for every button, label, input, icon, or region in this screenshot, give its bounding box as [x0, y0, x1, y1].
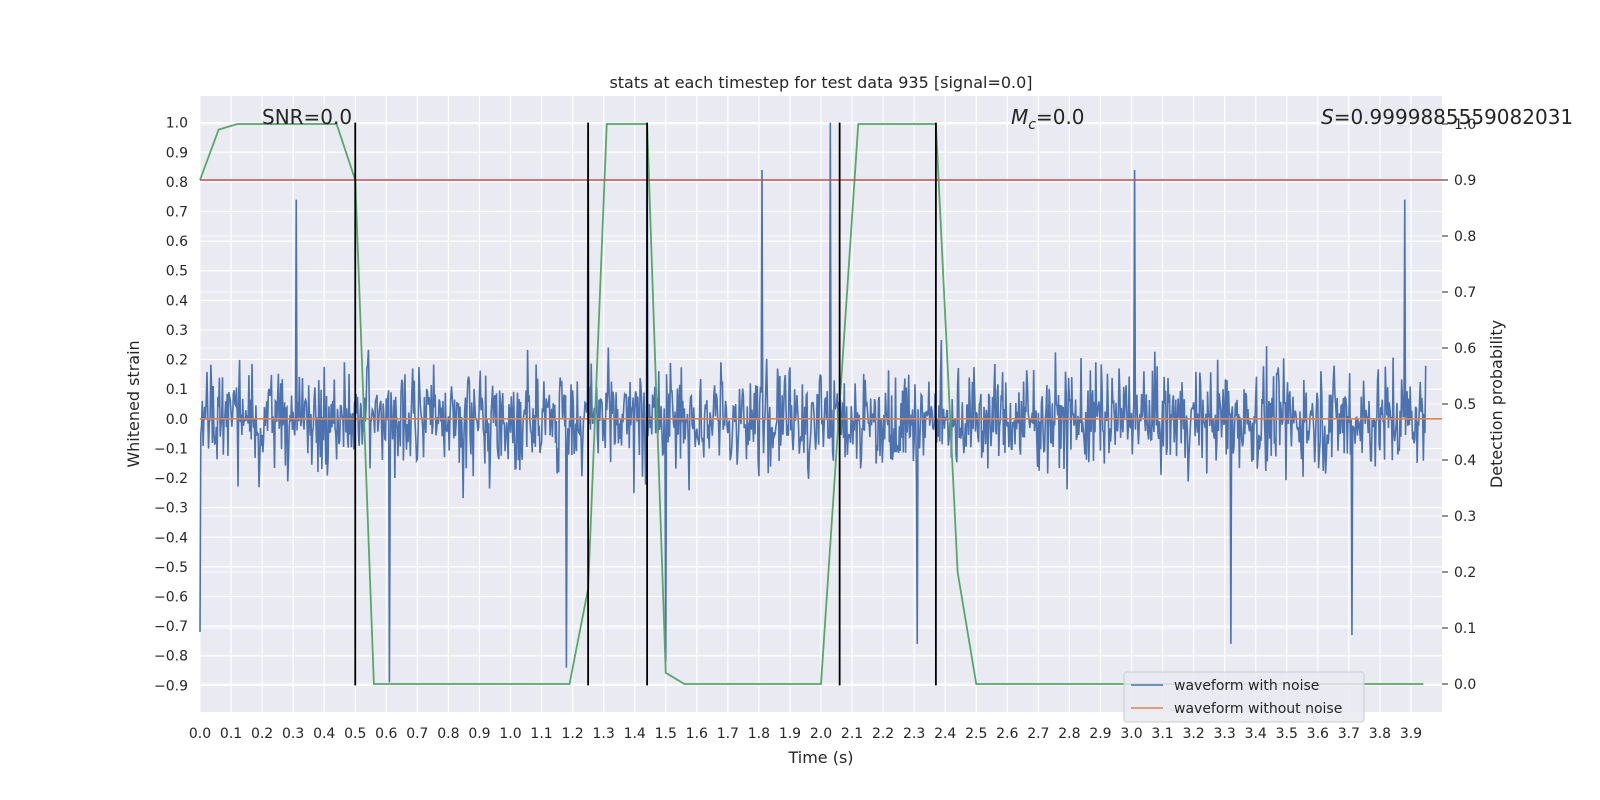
x-tick-label: 0.8 [437, 726, 459, 742]
mc-annotation: Mc=0.0 [1011, 105, 1085, 133]
x-tick-label: 1.4 [624, 726, 646, 742]
y-axis-label: Whitened strain [124, 340, 143, 467]
x-tick-label: 0.9 [468, 726, 490, 742]
x-tick-label: 1.7 [717, 726, 739, 742]
y-tick-label: −0.3 [154, 501, 188, 517]
y-tick-label: 0.0 [166, 412, 188, 428]
x-tick-label: 3.8 [1369, 726, 1391, 742]
y-tick-label: 1.0 [166, 116, 188, 132]
x-tick-label: 2.8 [1058, 726, 1080, 742]
y2-axis-label: Detection probability [1487, 320, 1506, 488]
y2-tick-label: 0.8 [1454, 229, 1476, 245]
x-tick-label: 3.6 [1307, 726, 1329, 742]
y2-tick-label: 0.6 [1454, 341, 1476, 357]
x-tick-label: 0.4 [313, 726, 335, 742]
mc-symbol: M [1011, 105, 1028, 129]
mc-value: =0.0 [1036, 105, 1085, 129]
x-tick-label: 1.0 [499, 726, 521, 742]
y-tick-label: 0.7 [166, 205, 188, 221]
y-tick-label: −0.2 [154, 471, 188, 487]
y-tick-label: −0.4 [154, 530, 188, 546]
x-tick-label: 3.4 [1245, 726, 1267, 742]
legend-label-noise: waveform with noise [1174, 678, 1319, 694]
snr-annotation: SNR=0.0 [262, 105, 352, 129]
y-tick-label: −0.8 [154, 649, 188, 665]
x-tick-label: 2.6 [996, 726, 1018, 742]
y-tick-label: −0.6 [154, 590, 188, 606]
x-tick-label: 1.9 [779, 726, 801, 742]
s-annotation: S=0.9999885559082031 [1321, 105, 1573, 129]
y2-tick-label: 0.4 [1454, 453, 1476, 469]
y-tick-label: 0.1 [166, 382, 188, 398]
x-tick-label: 0.5 [344, 726, 366, 742]
x-tick-label: 2.1 [841, 726, 863, 742]
line-series [199, 123, 1442, 685]
y2-tick-label: 0.1 [1454, 621, 1476, 637]
y-tick-labels: 1.0 0.9 0.8 0.7 0.6 0.5 0.4 0.3 0.2 0.1 0.0 −0.1 −0.… [154, 116, 188, 695]
x-tick-label: 0.3 [282, 726, 304, 742]
x-tick-label: 3.7 [1338, 726, 1360, 742]
vertical-markers [354, 122, 937, 686]
y-tick-label: −0.1 [154, 441, 188, 457]
s-symbol: S [1321, 105, 1334, 129]
legend: waveform with noise waveform without noi… [1123, 671, 1365, 723]
mc-subscript: c [1028, 117, 1036, 133]
x-tick-label: 1.1 [530, 726, 552, 742]
noise-series [199, 122, 1427, 683]
y2-tick-label: 0.0 [1454, 677, 1476, 693]
x-tick-label: 2.2 [872, 726, 894, 742]
y-tick-label: −0.5 [154, 560, 188, 576]
x-tick-label: 1.2 [561, 726, 583, 742]
x-tick-label: 2.9 [1089, 726, 1111, 742]
y2-tick-label: 0.3 [1454, 509, 1476, 525]
y-tick-label: 0.6 [166, 234, 188, 250]
y-tick-label: −0.9 [154, 678, 188, 694]
x-tick-labels: 0.0 0.1 0.2 0.3 0.4 0.5 0.6 0.7 0.8 0.9 1.0 1.1 1.2 1… [189, 726, 1422, 742]
legend-label-clean: waveform without noise [1174, 701, 1342, 717]
x-tick-label: 0.6 [375, 726, 397, 742]
x-tick-label: 2.0 [810, 726, 832, 742]
y2-tick-label: 1.0 [1454, 117, 1476, 133]
x-tick-label: 1.5 [655, 726, 677, 742]
x-tick-label: 2.7 [1027, 726, 1049, 742]
y-tick-label: 0.5 [166, 264, 188, 280]
s-value: =0.9999885559082031 [1334, 105, 1573, 129]
x-tick-label: 0.1 [220, 726, 242, 742]
y2-tick-label: 0.5 [1454, 397, 1476, 413]
x-tick-label: 3.5 [1276, 726, 1298, 742]
x-tick-label: 3.0 [1120, 726, 1142, 742]
y2-tick-label: 0.9 [1454, 173, 1476, 189]
x-tick-label: 0.2 [251, 726, 273, 742]
x-tick-label: 2.5 [965, 726, 987, 742]
y-tick-label: 0.4 [166, 293, 188, 309]
y2-tick-label: 0.2 [1454, 565, 1476, 581]
noisy-waveform-line [199, 122, 1427, 683]
x-tick-label: 2.4 [934, 726, 956, 742]
legend-box [1123, 671, 1365, 723]
y-tick-label: 0.9 [166, 145, 188, 161]
y-tick-label: −0.7 [154, 619, 188, 635]
x-tick-label: 3.1 [1151, 726, 1173, 742]
x-tick-label: 1.8 [748, 726, 770, 742]
chart-title: stats at each timestep for test data 935… [609, 73, 1032, 92]
x-tick-label: 1.6 [686, 726, 708, 742]
x-tick-label: 3.9 [1400, 726, 1422, 742]
x-tick-label: 3.2 [1182, 726, 1204, 742]
y2-tick-label: 0.7 [1454, 285, 1476, 301]
y-tick-label: 0.8 [166, 175, 188, 191]
y2-tick-labels: 1.0 0.9 0.8 0.7 0.6 0.5 0.4 0.3 0.2 0.1 0.0 [1442, 117, 1476, 693]
x-axis-label: Time (s) [787, 748, 853, 767]
x-tick-label: 2.3 [903, 726, 925, 742]
y-tick-label: 0.3 [166, 323, 188, 339]
detection-probability-line [199, 123, 1424, 685]
x-tick-label: 0.7 [406, 726, 428, 742]
y-tick-label: 0.2 [166, 353, 188, 369]
x-tick-label: 3.3 [1214, 726, 1236, 742]
x-tick-label: 0.0 [189, 726, 211, 742]
x-tick-label: 1.3 [593, 726, 615, 742]
